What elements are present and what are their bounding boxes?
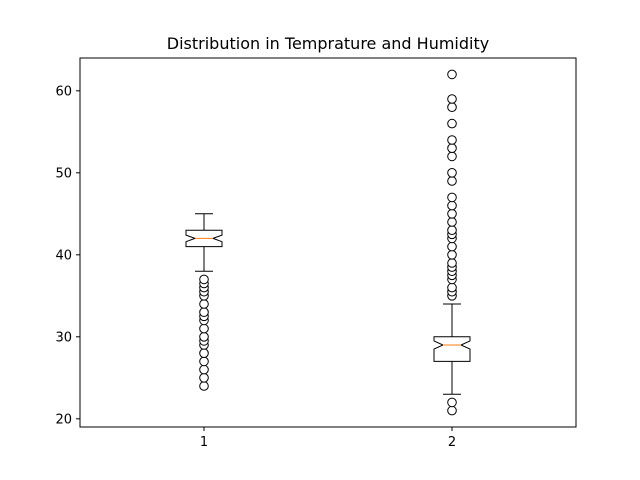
- flier-point: [447, 225, 457, 235]
- flier-point: [447, 241, 457, 252]
- plot-area: [185, 69, 471, 416]
- flier-point: [199, 364, 209, 375]
- flier-point: [447, 69, 457, 80]
- box-group-2: [433, 69, 471, 416]
- notched-box: [185, 229, 223, 248]
- flier-point: [199, 373, 209, 383]
- flier-point: [199, 356, 209, 367]
- y-tick-label: 50: [55, 166, 72, 181]
- box-group-1: [185, 213, 223, 391]
- flier-point: [447, 151, 457, 162]
- y-tick-label: 20: [55, 412, 72, 427]
- flier-point: [199, 299, 209, 309]
- flier-point: [447, 200, 457, 211]
- flier-point: [447, 258, 457, 268]
- flier-point: [199, 274, 209, 285]
- flier-point: [447, 250, 457, 260]
- flier-point: [447, 143, 457, 153]
- chart-title: Distribution in Temprature and Humidity: [167, 34, 489, 53]
- flier-point: [199, 307, 209, 318]
- flier-point: [447, 94, 457, 104]
- flier-point: [447, 118, 457, 129]
- y-tick-label: 60: [55, 84, 72, 99]
- x-tick-label: 1: [200, 435, 208, 450]
- notched-box: [433, 336, 471, 362]
- flier-point: [199, 332, 209, 342]
- flier-point: [447, 176, 457, 186]
- flier-point: [447, 209, 457, 219]
- flier-point: [447, 135, 457, 145]
- flier-point: [199, 323, 209, 334]
- x-tick-label: 2: [448, 435, 456, 450]
- plot-frame: [79, 57, 577, 428]
- flier-point: [447, 102, 457, 112]
- flier-point: [447, 168, 457, 178]
- flier-point: [199, 381, 209, 391]
- flier-point: [199, 348, 209, 359]
- flier-point: [447, 282, 457, 293]
- flier-point: [447, 192, 457, 203]
- y-tick-label: 40: [55, 248, 72, 263]
- y-tick-label: 30: [55, 330, 72, 345]
- flier-point: [447, 405, 457, 416]
- flier-point: [447, 397, 457, 408]
- axes: 1 2 20 30 40 50 60: [55, 84, 456, 450]
- flier-point: [447, 217, 457, 227]
